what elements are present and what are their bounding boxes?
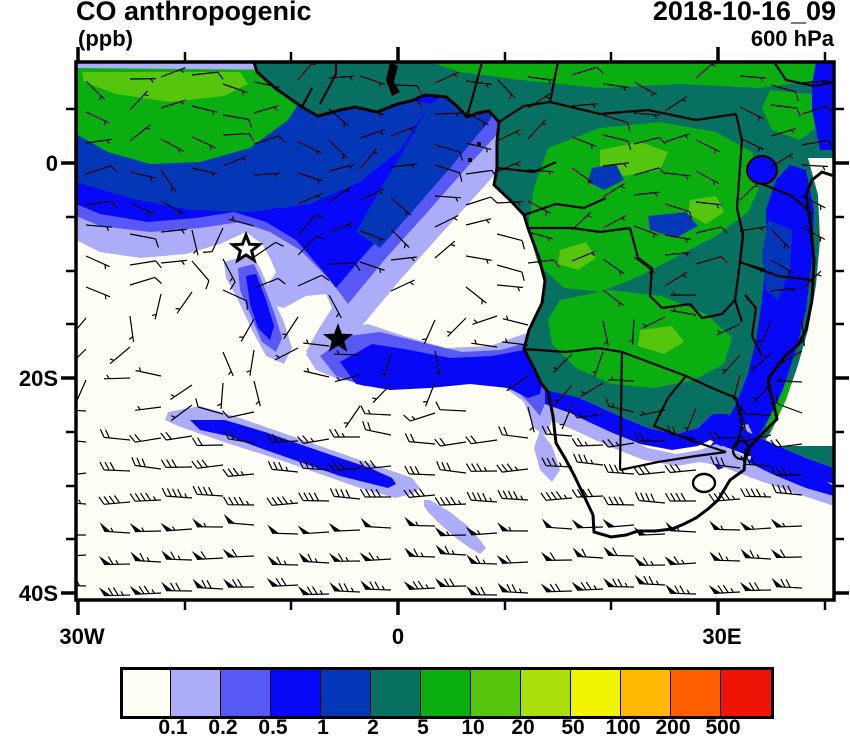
colorbar-swatch-1 <box>170 667 222 719</box>
colorbar-swatch-7 <box>470 667 522 719</box>
station-marker-open-star <box>228 230 264 264</box>
y-axis-label-2: 40S <box>19 581 58 606</box>
colorbar-label-1: 0.2 <box>208 716 238 739</box>
colorbar-swatch-2 <box>220 667 272 719</box>
x-axis-label-0: 30W <box>59 624 104 649</box>
colorbar-label-4: 2 <box>367 716 379 739</box>
map-frame <box>74 60 836 602</box>
y-axis-label-1: 20S <box>19 366 58 391</box>
plot-title: CO anthropogenic <box>76 0 312 26</box>
colorbar-swatch-4 <box>320 667 372 719</box>
plot-datetime: 2018-10-16_09 <box>652 0 836 26</box>
station-marker-filled-star <box>322 323 354 352</box>
plot-units: (ppb) <box>78 26 133 51</box>
wind-barbs-layer <box>76 62 834 597</box>
x-axis-label-2: 30E <box>702 624 741 649</box>
x-axis-label-1: 0 <box>392 624 404 649</box>
colorbar-swatch-0 <box>120 667 174 719</box>
y-axis-label-0: 0 <box>46 151 58 176</box>
map-dot <box>477 142 481 146</box>
pressure-level: 600 hPa <box>750 26 834 51</box>
lake-tanganyika <box>735 207 745 263</box>
colorbar-label-5: 5 <box>417 716 429 739</box>
colorbar-swatch-9 <box>570 667 622 719</box>
contour-fill-layer <box>76 62 834 600</box>
coastline <box>252 62 834 539</box>
colorbar-label-2: 0.5 <box>258 716 288 739</box>
colorbar-swatch-3 <box>270 667 322 719</box>
colorbar-label-8: 50 <box>561 716 585 739</box>
colorbar-label-10: 200 <box>655 716 691 739</box>
colorbar-label-9: 100 <box>605 716 641 739</box>
colorbar-swatch-10 <box>620 667 672 719</box>
country-borders <box>301 62 834 472</box>
colorbar-label-0: 0.1 <box>158 716 188 739</box>
colorbar-label-6: 10 <box>461 716 485 739</box>
colorbar-label-7: 20 <box>511 716 535 739</box>
map-dot <box>468 158 472 162</box>
colorbar-label-3: 1 <box>317 716 329 739</box>
border-junction-mark <box>386 62 400 96</box>
colorbar-label-11: 500 <box>705 716 741 739</box>
eswatini-border <box>731 439 751 461</box>
colorbar-swatch-5 <box>370 667 422 719</box>
colorbar-swatch-12 <box>720 667 774 719</box>
colorbar-swatch-6 <box>420 667 472 719</box>
axis-ticks <box>61 47 849 615</box>
colorbar-swatch-8 <box>520 667 572 719</box>
colorbar-swatch-11 <box>670 667 722 719</box>
lesotho-border <box>691 472 717 494</box>
lake-victoria <box>746 155 778 185</box>
